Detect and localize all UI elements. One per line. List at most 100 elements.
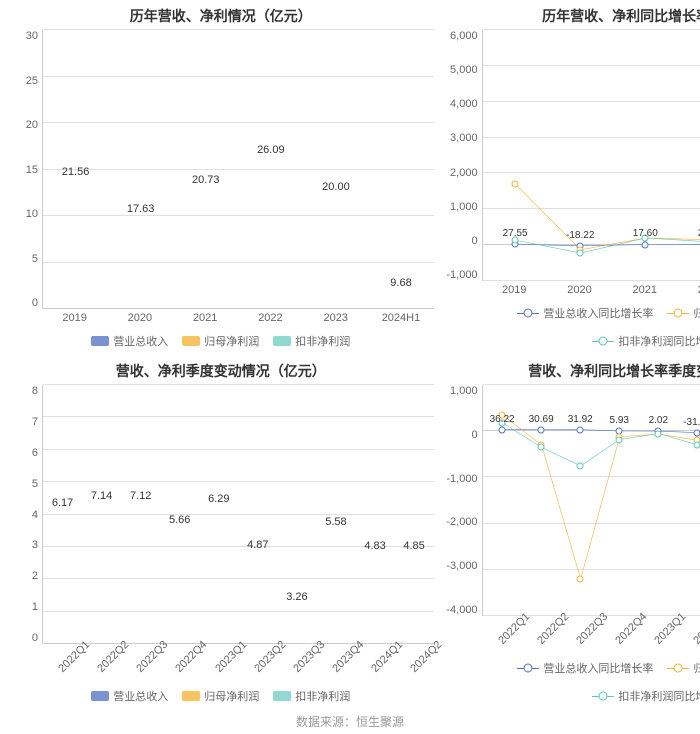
- legend-item: 归母净利润同比增长率: [667, 305, 700, 321]
- line-marker: [577, 462, 584, 469]
- chart-title: 营收、净利季度变动情况（亿元）: [8, 361, 434, 379]
- line-marker: [538, 444, 545, 451]
- legend-swatch: [91, 691, 109, 701]
- legend-item: 营业总收入: [91, 333, 168, 349]
- line-marker: [577, 426, 584, 433]
- y-tick-label: 4,000: [450, 98, 478, 110]
- bar-value-label: 6.17: [52, 497, 73, 509]
- x-tick-label: 2021: [173, 309, 238, 327]
- y-tick-label: 4: [32, 509, 38, 521]
- series-line: [515, 50, 700, 254]
- y-tick-label: 1: [32, 601, 38, 613]
- line-marker: [577, 576, 584, 583]
- y-tick-label: 6: [32, 447, 38, 459]
- y-tick-label: -1,000: [446, 473, 477, 485]
- y-tick-label: -1,000: [446, 269, 477, 281]
- point-value-label: 36.22: [490, 414, 515, 425]
- point-value-label: 31.92: [568, 414, 593, 425]
- x-tick-label: 2021: [612, 281, 677, 299]
- legend-label: 营业总收入同比增长率: [543, 305, 653, 321]
- category-slot: 5.66: [160, 385, 199, 644]
- legend-item: 营业总收入同比增长率: [517, 305, 653, 321]
- chart-title: 营收、净利同比增长率季度变动情况（%）: [448, 361, 700, 379]
- legend-item: 扣非净利润同比增长率: [592, 688, 700, 704]
- legend-swatch: [273, 336, 291, 346]
- point-value-label: 17.60: [633, 228, 658, 239]
- series-line: [502, 430, 700, 434]
- bar-value-label: 4.87: [247, 539, 268, 551]
- y-axis: 051015202530: [8, 30, 42, 309]
- line-marker: [499, 426, 506, 433]
- bar-value-label: 7.12: [130, 490, 151, 502]
- legend-swatch: [592, 336, 614, 346]
- y-tick-label: 2: [32, 570, 38, 582]
- x-tick-label: 2022: [238, 309, 303, 327]
- legend-item: 归母净利润: [182, 333, 259, 349]
- line-marker: [655, 430, 662, 437]
- x-tick-label: 2019: [42, 309, 107, 327]
- category-slot: 6.29: [199, 385, 238, 644]
- bar-value-label: 20.73: [192, 174, 220, 186]
- bar-value-label: 3.26: [286, 591, 307, 603]
- line-marker: [694, 429, 700, 436]
- legend: 营业总收入同比增长率归母净利润同比增长率扣非净利润同比增长率: [448, 305, 700, 349]
- y-axis: -1,00001,0002,0003,0004,0005,0006,000: [448, 30, 482, 281]
- bar-value-label: 21.56: [62, 166, 90, 178]
- annual-revenue-profit-panel: 历年营收、净利情况（亿元）05101520253021.5617.6320.73…: [0, 0, 440, 355]
- series-line: [515, 211, 700, 258]
- legend-label: 营业总收入: [113, 333, 168, 349]
- category-slot: 6.17: [43, 385, 82, 644]
- point-value-label: -31.84: [683, 417, 700, 428]
- y-tick-label: 5: [32, 253, 38, 265]
- legend-swatch: [517, 308, 539, 318]
- bar-value-label: 5.58: [325, 516, 346, 528]
- category-slot: 4.83: [356, 385, 395, 644]
- legend-swatch: [592, 691, 614, 701]
- point-value-label: 5.93: [610, 415, 629, 426]
- legend-item: 扣非净利润同比增长率: [592, 333, 700, 349]
- annual-growth-rate-panel: 历年营收、净利同比增长率情况（%） -1,00001,0002,0003,0004…: [440, 0, 700, 355]
- x-tick-label: 2023: [303, 309, 368, 327]
- line-marker: [642, 241, 649, 248]
- y-tick-label: -4,000: [446, 604, 477, 616]
- y-tick-label: 2,000: [450, 167, 478, 179]
- y-tick-label: 3: [32, 539, 38, 551]
- x-tick-label: 2022: [677, 281, 700, 299]
- x-axis: 2022Q12022Q22022Q32022Q42023Q12023Q22023…: [42, 644, 434, 682]
- y-tick-label: 10: [26, 208, 38, 220]
- bar-value-label: 6.29: [208, 493, 229, 505]
- y-tick-label: 1,000: [450, 385, 478, 397]
- bar-value-label: 20.00: [322, 181, 350, 193]
- y-tick-label: 0: [32, 297, 38, 309]
- y-tick-label: 30: [26, 30, 38, 42]
- legend-item: 归母净利润: [182, 688, 259, 704]
- plot-area: -1,00001,0002,0003,0004,0005,0006,000 27.…: [448, 30, 700, 281]
- legend-item: 营业总收入同比增长率: [517, 660, 653, 676]
- chart-grid: 历年营收、净利情况（亿元）05101520253021.5617.6320.73…: [0, 0, 700, 710]
- bar-value-label: 5.66: [169, 514, 190, 526]
- quarterly-growth-rate-panel: 营收、净利同比增长率季度变动情况（%）-4,000-3,000-2,000-1,…: [440, 355, 700, 710]
- category-slot: 17.63: [108, 30, 173, 309]
- y-tick-label: 7: [32, 416, 38, 428]
- legend-label: 营业总收入同比增长率: [543, 660, 653, 676]
- plot-area: 0123456786.177.147.125.666.294.873.265.5…: [8, 385, 434, 644]
- category-slot: 4.87: [238, 385, 277, 644]
- plot: 36.2230.6931.925.932.02-31.84-54.21-1.41…: [482, 385, 700, 616]
- category-slot: 4.85: [395, 385, 434, 644]
- x-tick-label: 2019: [482, 281, 547, 299]
- y-axis: -4,000-3,000-2,000-1,00001,000: [448, 385, 482, 616]
- category-slot: 21.56: [43, 30, 108, 309]
- chart-title: 历年营收、净利同比增长率情况（%）: [448, 6, 700, 24]
- point-value-label: 2.02: [649, 415, 668, 426]
- y-tick-label: 5: [32, 478, 38, 490]
- point-value-label: 27.55: [503, 228, 528, 239]
- legend-label: 归母净利润同比增长率: [693, 660, 700, 676]
- bar-value-label: 4.83: [364, 540, 385, 552]
- bar-value-label: 9.68: [390, 277, 411, 289]
- legend-swatch: [273, 691, 291, 701]
- legend-label: 营业总收入: [113, 688, 168, 704]
- bar-value-label: 26.09: [257, 144, 285, 156]
- y-tick-label: -2,000: [446, 516, 477, 528]
- y-tick-label: 6,000: [450, 30, 478, 42]
- category-slot: 20.73: [173, 30, 238, 309]
